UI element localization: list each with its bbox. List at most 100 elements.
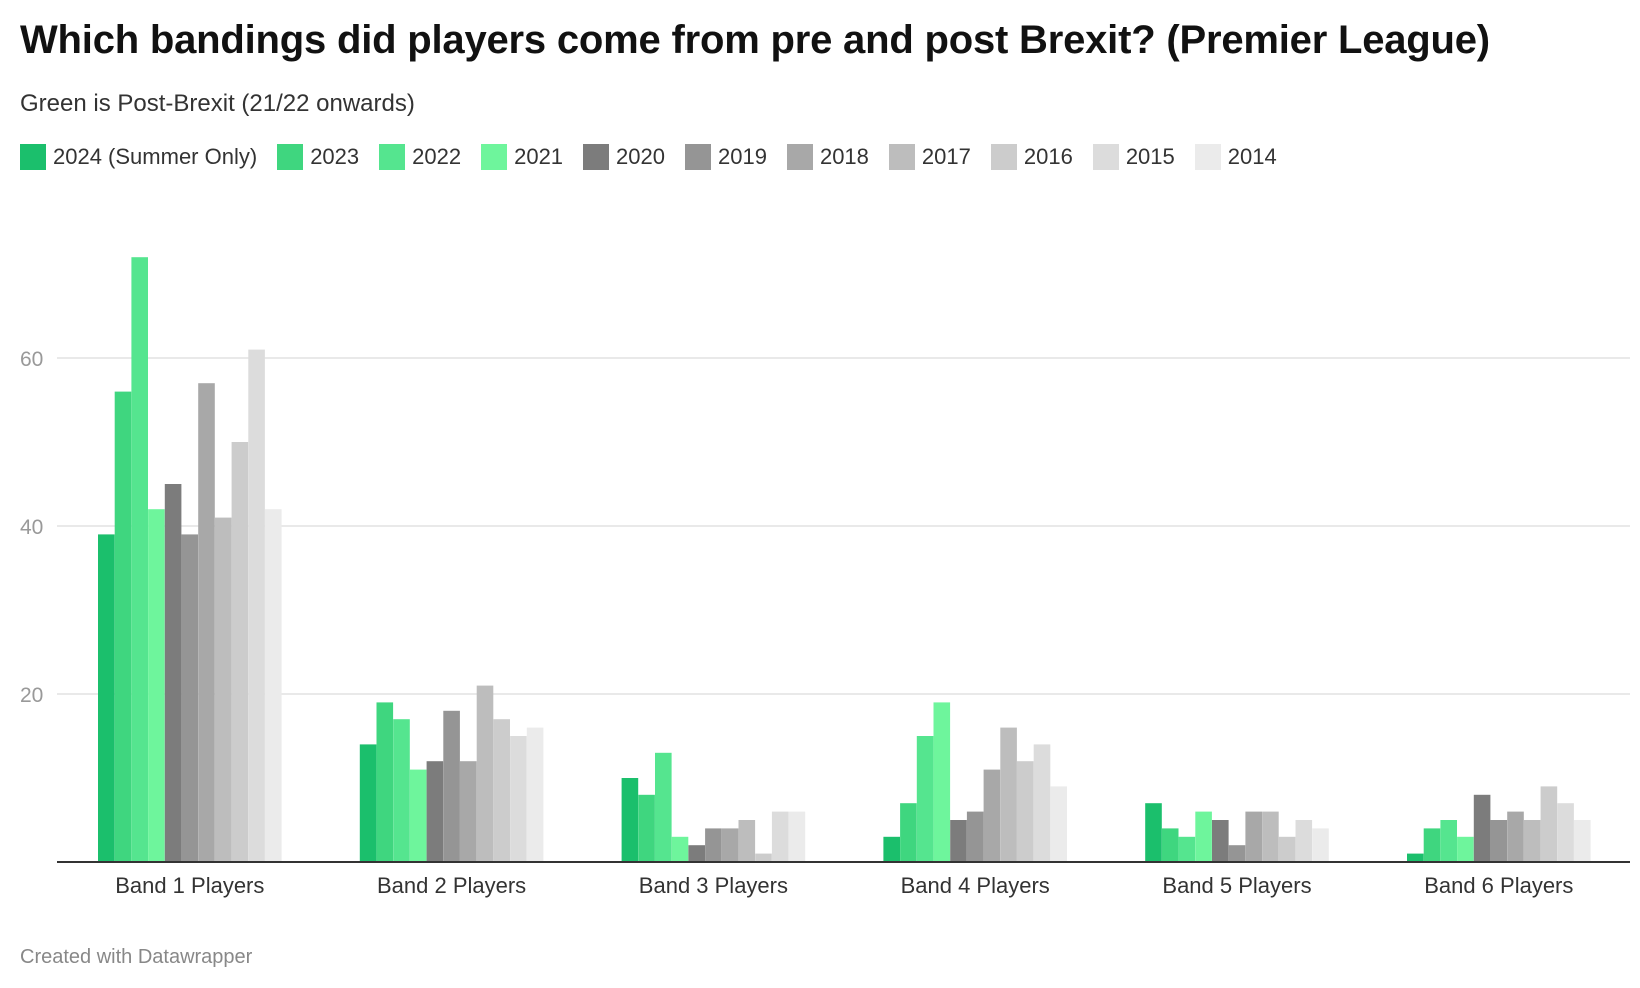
legend-label: 2014	[1227, 144, 1277, 169]
bar	[131, 257, 148, 862]
legend-label: 2021	[514, 144, 564, 169]
bar	[443, 710, 460, 862]
bar	[1145, 803, 1162, 862]
bar	[688, 845, 705, 862]
bar	[1228, 845, 1246, 862]
legend-label: 2017	[921, 144, 971, 169]
bar	[1557, 803, 1574, 862]
bar	[393, 719, 410, 862]
bar	[409, 769, 427, 862]
bar	[705, 828, 722, 862]
legend-label: 2024 (Summer Only)	[53, 144, 258, 169]
bar	[1423, 828, 1441, 862]
legend-item: 2020	[583, 144, 665, 170]
bar	[376, 702, 394, 862]
bar	[198, 383, 215, 862]
legend-label: 2015	[1125, 144, 1175, 169]
bar	[655, 752, 672, 862]
legend-swatch	[481, 144, 508, 170]
bar	[1473, 794, 1491, 862]
bar	[1490, 820, 1508, 862]
legend-item: 2022	[379, 144, 461, 170]
legend-label: 2019	[718, 144, 767, 169]
bar	[231, 442, 249, 862]
legend-item: 2019	[685, 144, 767, 170]
legend-swatch	[1092, 144, 1119, 170]
bar	[900, 803, 917, 862]
bar	[1407, 853, 1424, 862]
bar	[883, 836, 900, 862]
legend-swatch	[990, 144, 1017, 170]
legend-label: 2020	[616, 144, 665, 169]
legend-item: 2014	[1194, 144, 1277, 170]
bar	[966, 811, 984, 862]
bar	[916, 736, 934, 862]
bar	[1574, 820, 1591, 862]
bar	[493, 719, 510, 862]
bar	[526, 727, 544, 862]
chart-subtitle: Green is Post-Brexit (21/22 onwards)	[20, 90, 415, 117]
bar	[510, 736, 527, 862]
legend-item: 2021	[481, 144, 563, 170]
bar	[114, 391, 132, 862]
legend-item: 2018	[786, 144, 869, 170]
bar	[1507, 811, 1524, 862]
bar	[181, 534, 199, 862]
legend-swatch	[888, 144, 915, 170]
footer-credit[interactable]: Created with Datawrapper	[20, 946, 253, 968]
bar	[1178, 836, 1196, 862]
legend-item: 2023	[277, 144, 359, 170]
bar	[950, 820, 967, 862]
legend-swatch	[786, 144, 813, 170]
y-tick-label: 40	[20, 516, 43, 539]
x-category-label: Band 4 Players	[901, 873, 1050, 898]
legend-item: 2024 (Summer Only)	[20, 144, 257, 170]
bar	[426, 761, 444, 862]
legend-label: 2023	[310, 144, 360, 169]
bar	[738, 820, 756, 862]
bar	[621, 778, 639, 862]
bar	[1295, 820, 1313, 862]
x-category-label: Band 1 Players	[115, 873, 264, 898]
bar	[771, 811, 789, 862]
bar	[1212, 820, 1229, 862]
legend-swatch	[20, 144, 46, 170]
bar	[1278, 836, 1296, 862]
x-category-label: Band 2 Players	[377, 873, 526, 898]
chart-legend: 2024 (Summer Only) 2023 2022 2021 2020 2019 20…	[20, 144, 1297, 170]
bar	[460, 761, 477, 862]
bar	[1312, 828, 1329, 862]
bar	[638, 794, 655, 862]
bar	[1017, 761, 1034, 862]
bar	[1161, 828, 1179, 862]
legend-swatch	[277, 144, 304, 170]
bar	[1050, 786, 1067, 862]
bar	[671, 836, 689, 862]
legend-label: 2016	[1023, 144, 1073, 169]
legend-swatch	[685, 144, 711, 170]
x-category-label: Band 3 Players	[639, 873, 788, 898]
bar	[1245, 811, 1262, 862]
bar	[983, 769, 1001, 862]
y-tick-label: 20	[20, 684, 43, 707]
legend-swatch	[1194, 144, 1221, 170]
bar	[1457, 836, 1474, 862]
bar	[1195, 811, 1212, 862]
bar	[214, 517, 232, 862]
bar	[476, 685, 494, 862]
bar	[1033, 744, 1051, 862]
legend-label: 2018	[819, 144, 869, 169]
legend-swatch	[583, 144, 610, 170]
legend-label: 2022	[412, 144, 462, 169]
bar	[1540, 786, 1558, 862]
bar	[788, 811, 806, 862]
chart-title: Which bandings did players come from pre…	[20, 18, 1490, 62]
legend-swatch	[379, 144, 406, 170]
bar	[1523, 820, 1541, 862]
bar	[1262, 811, 1279, 862]
x-category-label: Band 6 Players	[1424, 873, 1573, 898]
x-category-label: Band 5 Players	[1162, 873, 1311, 898]
legend-item: 2017	[888, 144, 971, 170]
bar	[359, 744, 377, 862]
